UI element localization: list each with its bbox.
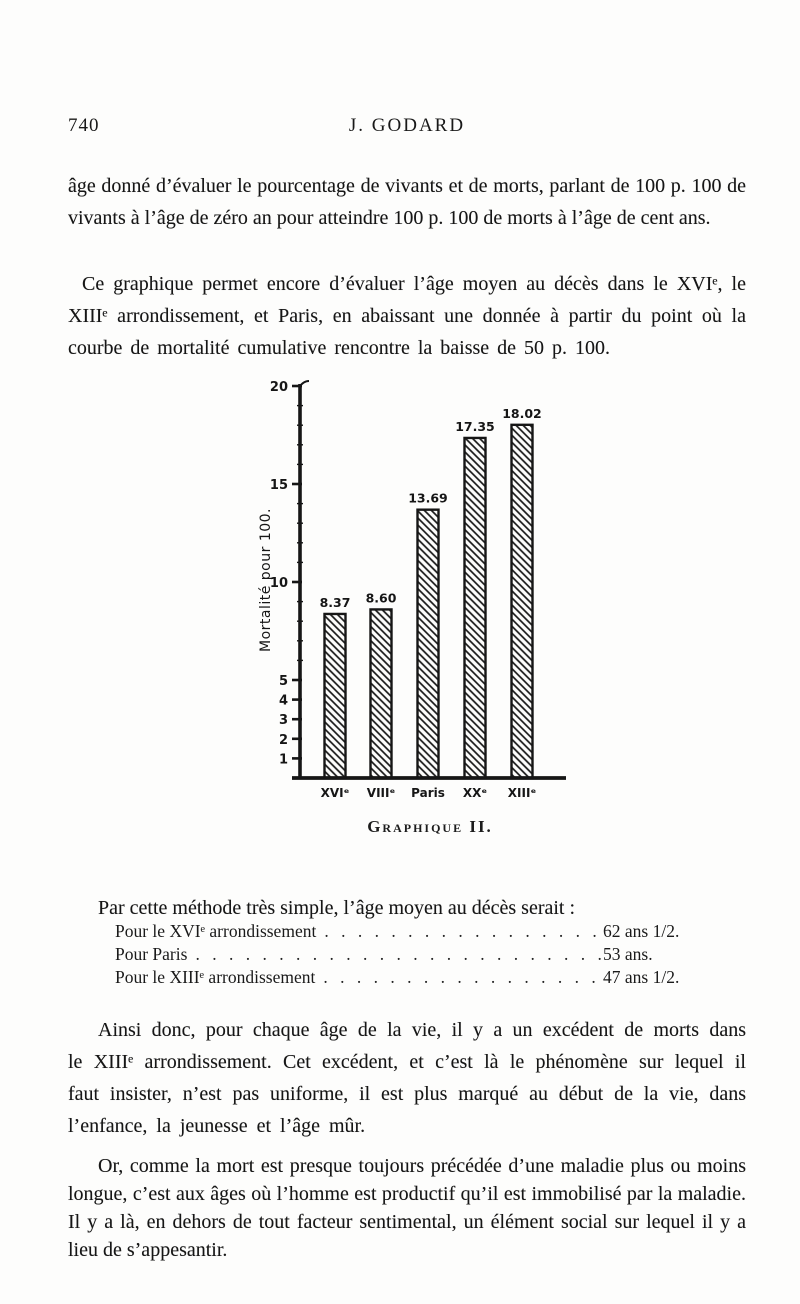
page-number: 740 (68, 115, 100, 136)
y-axis-title: Mortalité pour 100. (258, 508, 274, 652)
list-item: Pour le XVIᵉ arrondissement . . . . . . … (115, 920, 719, 943)
y-tick-label: 2 (279, 733, 288, 748)
list-item-label: Pour le XIIIᵉ arrondissement (115, 967, 316, 987)
leader-dots: . . . . . . . . . . . . . . . . . . . . … (195, 944, 603, 964)
running-head-author: J. GODARD (348, 115, 466, 136)
paragraph-excess-deaths: Ainsi donc, pour chaque âge de la vie, i… (68, 1019, 746, 1137)
x-category-label: XIIIᵉ (508, 786, 537, 800)
list-item-value: 47 ans 1/2. (603, 967, 680, 987)
bar-XIIIᵉ (510, 423, 534, 780)
y-tick-label: 10 (270, 576, 288, 591)
bar-Paris (416, 508, 440, 780)
mean-age-list: Pour le XVIᵉ arrondissement . . . . . . … (115, 920, 719, 989)
bar-value-label: 18.02 (502, 406, 542, 421)
bar-value-label: 8.37 (320, 595, 351, 610)
paragraph-intro: âge donné d’évaluer le pourcentage de vi… (68, 175, 746, 229)
bar-value-label: 13.69 (408, 491, 448, 506)
y-tick-label: 5 (279, 674, 288, 689)
list-item-label: Pour Paris (115, 944, 188, 964)
mortality-bar-chart: 1 2 3 4 5 10 15 20 8.37 XVIᵉ 8.60 VIIIᵉ 13.69 Paris 17… (258, 380, 566, 800)
page-header: 740 J. GODARD (68, 115, 746, 139)
paragraph-method-intro: Par cette méthode très simple, l’âge moy… (98, 897, 576, 919)
y-tick-label: 4 (279, 694, 288, 709)
y-tick-label: 20 (270, 380, 288, 395)
paragraph-graph-explanation: Ce graphique permet encore d’évaluer l’â… (68, 273, 746, 359)
list-item: Pour Paris . . . . . . . . . . . . . . .… (115, 943, 719, 966)
list-item-value: 62 ans 1/2. (603, 921, 680, 941)
chart-caption: Graphique II. (367, 817, 493, 836)
list-item: Pour le XIIIᵉ arrondissement . . . . . .… (115, 966, 719, 989)
bar-value-label: 8.60 (366, 590, 397, 605)
bar-XVIᵉ (323, 612, 347, 780)
list-item-value: 53 ans. (603, 944, 653, 964)
x-category-label: XVIᵉ (321, 786, 350, 800)
bar-XXᵉ (463, 436, 487, 780)
leader-dots: . . . . . . . . . . . . . . . . . . . . … (323, 967, 603, 987)
x-category-label: VIIIᵉ (367, 786, 396, 800)
y-tick-label: 3 (279, 713, 288, 728)
x-category-label: Paris (411, 786, 445, 800)
x-category-label: XXᵉ (463, 786, 488, 800)
bar-value-label: 17.35 (455, 419, 495, 434)
list-item-label: Pour le XVIᵉ arrondissement (115, 921, 317, 941)
leader-dots: . . . . . . . . . . . . . . . . . . . . … (324, 921, 603, 941)
bar-chart-graphique-ii: 1 2 3 4 5 10 15 20 8.37 XVIᵉ 8.60 VIIIᵉ 13.69 Paris 17… (240, 372, 580, 817)
bar-VIIIᵉ (369, 608, 393, 780)
paragraph-social-element: Or, comme la mort est presque toujours p… (68, 1155, 746, 1261)
chart-content: 1 2 3 4 5 10 15 20 8.37 XVIᵉ 8.60 VIIIᵉ 13.69 Paris 17… (258, 380, 542, 800)
y-tick-label: 1 (279, 752, 288, 767)
y-tick-label: 15 (270, 478, 288, 493)
